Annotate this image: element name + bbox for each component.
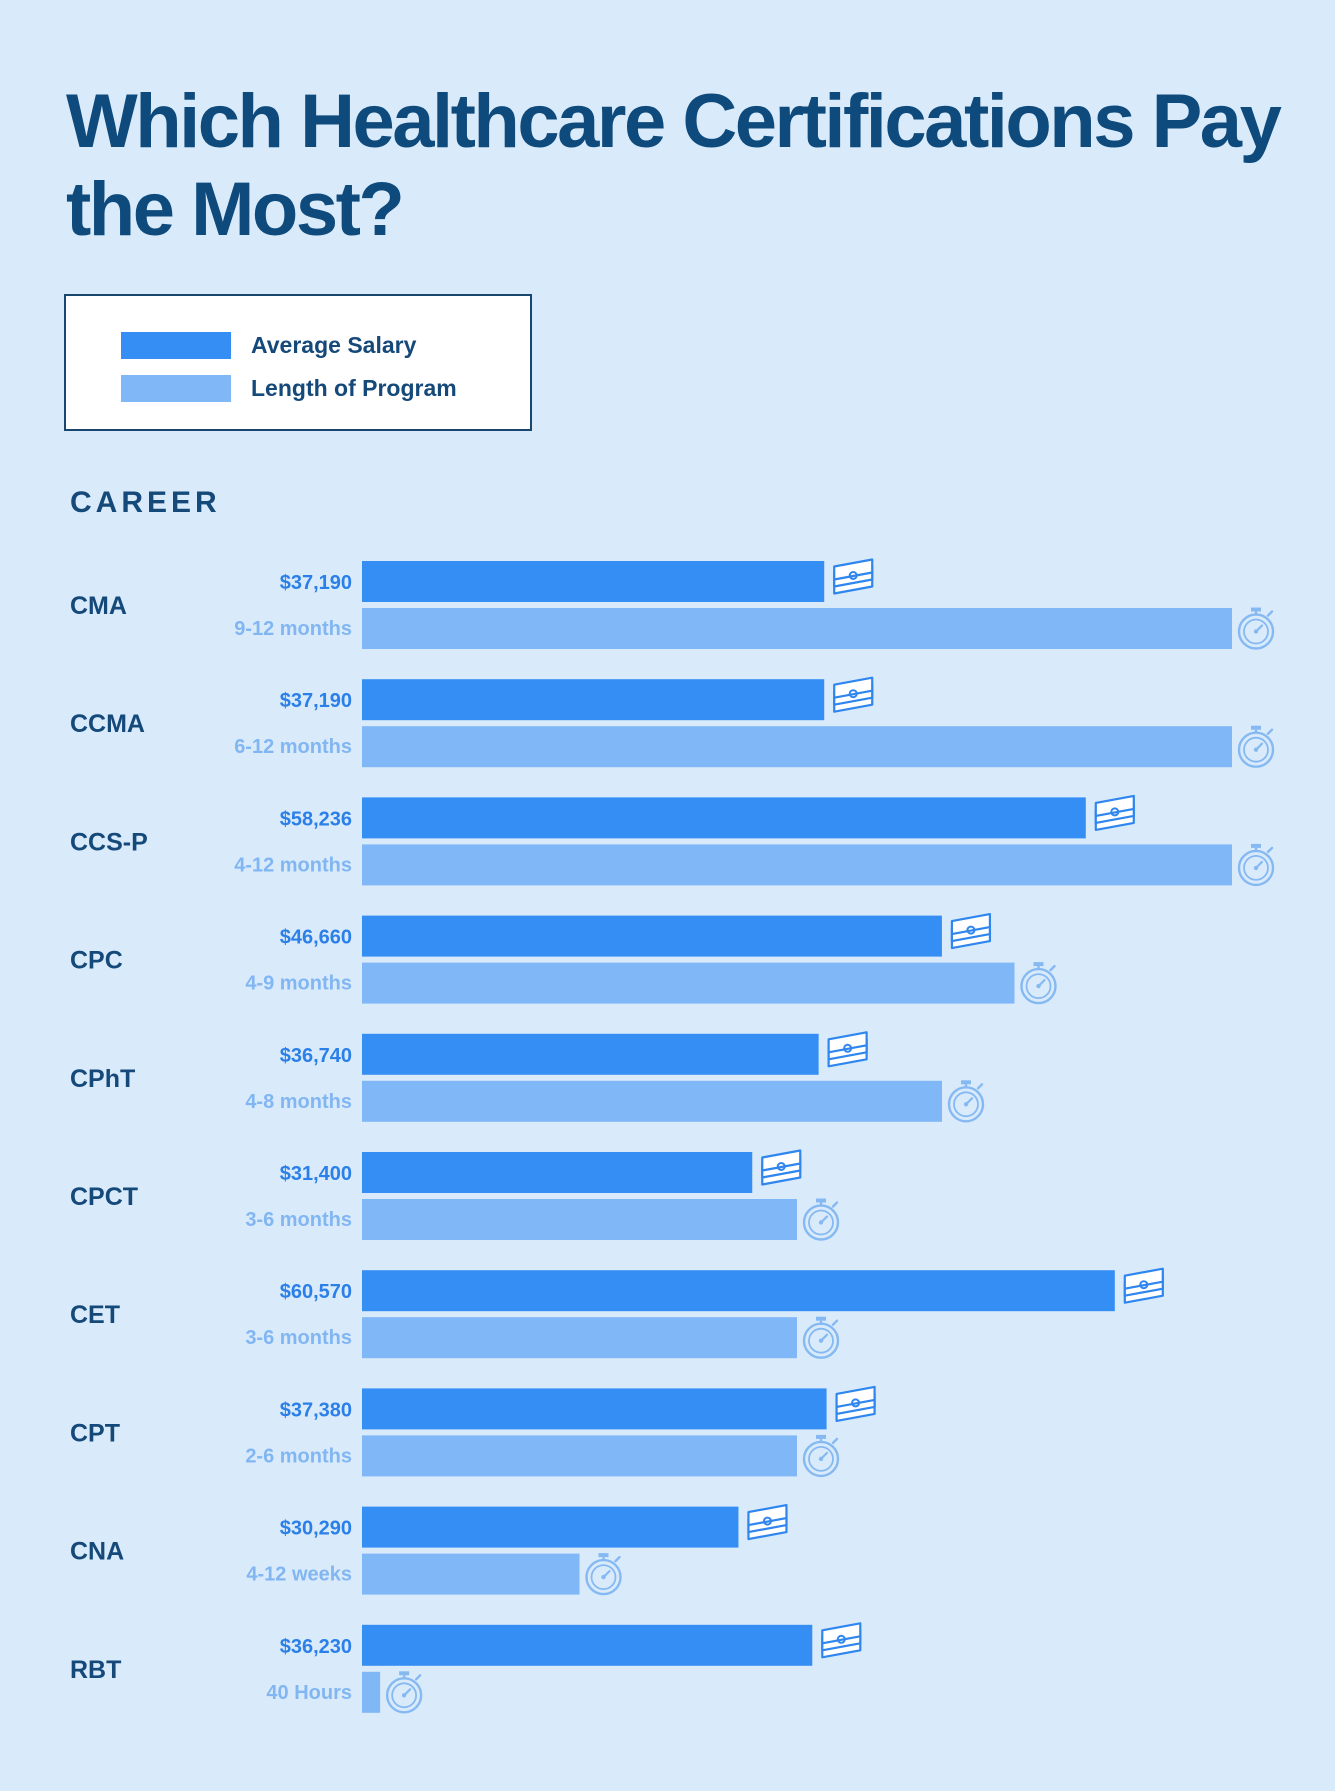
career-label: CPC <box>70 947 123 975</box>
career-label: CNA <box>70 1538 124 1566</box>
bar-chart: CMA $37,190 9-12 months CCMA $37,190 6-12 mon… <box>70 558 1275 1714</box>
career-row: CET $60,570 3-6 months <box>70 1267 1164 1359</box>
career-row: CMA $37,190 9-12 months <box>70 558 1275 650</box>
career-label: CET <box>70 1301 120 1329</box>
salary-bar <box>362 1624 813 1666</box>
length-value-label: 4-8 months <box>245 1091 352 1113</box>
section-label-career: CAREER <box>70 486 221 519</box>
legend-label-length: Length of Program <box>251 375 457 401</box>
career-label: CCS-P <box>70 828 148 856</box>
length-value-label: 40 Hours <box>266 1682 352 1704</box>
salary-value-label: $30,290 <box>280 1518 352 1540</box>
salary-value-label: $31,400 <box>280 1163 352 1185</box>
stopwatch-icon <box>802 1198 840 1241</box>
career-label: CPhT <box>70 1065 135 1093</box>
legend: Average Salary Length of Program <box>64 294 532 431</box>
legend-item-salary: Average Salary <box>121 332 416 359</box>
stopwatch-icon <box>1020 962 1057 1005</box>
length-bar <box>362 1553 580 1595</box>
salary-bar <box>362 1270 1115 1312</box>
salary-bar <box>362 797 1086 839</box>
stopwatch-icon <box>947 1080 985 1123</box>
salary-bar <box>362 561 825 602</box>
career-row: CCMA $37,190 6-12 months <box>70 676 1275 768</box>
length-bar <box>362 1317 797 1359</box>
length-value-label: 9-12 months <box>234 618 352 640</box>
length-bar <box>362 1435 797 1477</box>
stopwatch-icon <box>385 1671 423 1714</box>
salary-bar <box>362 1152 753 1193</box>
money-stack-icon <box>950 913 992 950</box>
stopwatch-icon <box>802 1434 840 1478</box>
salary-value-label: $36,230 <box>280 1636 352 1658</box>
length-bar <box>362 1080 942 1122</box>
length-value-label: 4-12 weeks <box>246 1564 352 1586</box>
career-row: CPC $46,660 4-9 months <box>70 913 1057 1005</box>
career-row: CPCT $31,400 3-6 months <box>70 1149 840 1241</box>
chart-title: Which Healthcare Certifications Pay the … <box>66 79 1282 252</box>
career-row: CNA $30,290 4-12 weeks <box>70 1504 788 1596</box>
stopwatch-icon <box>1237 607 1275 650</box>
legend-swatch-length <box>121 375 231 402</box>
length-value-label: 4-9 months <box>245 973 352 995</box>
money-stack-icon <box>833 558 874 595</box>
money-stack-icon <box>833 676 874 713</box>
length-value-label: 6-12 months <box>234 736 352 758</box>
money-stack-icon <box>827 1031 868 1068</box>
stopwatch-icon <box>1237 725 1275 768</box>
salary-bar <box>362 915 942 957</box>
career-label: CPT <box>70 1419 120 1447</box>
legend-item-length: Length of Program <box>121 375 457 402</box>
length-bar <box>362 1671 381 1713</box>
career-label: CCMA <box>70 710 145 738</box>
money-stack-icon <box>1094 794 1135 831</box>
salary-bar <box>362 1388 827 1430</box>
money-stack-icon <box>1123 1267 1164 1304</box>
length-bar <box>362 962 1015 1004</box>
salary-value-label: $37,190 <box>280 572 352 594</box>
length-bar <box>362 1199 797 1240</box>
salary-value-label: $36,740 <box>280 1045 352 1067</box>
salary-bar <box>362 1506 739 1548</box>
stopwatch-icon <box>1237 843 1275 887</box>
length-value-label: 4-12 months <box>234 854 352 876</box>
money-stack-icon <box>761 1149 802 1186</box>
career-row: RBT $36,230 40 Hours <box>70 1622 862 1714</box>
money-stack-icon <box>821 1622 862 1659</box>
length-bar <box>362 726 1232 768</box>
salary-value-label: $58,236 <box>280 808 352 830</box>
salary-value-label: $37,380 <box>280 1399 352 1421</box>
salary-bar <box>362 1033 819 1075</box>
legend-swatch-salary <box>121 332 231 359</box>
career-label: CMA <box>70 592 127 620</box>
salary-value-label: $37,190 <box>280 690 352 712</box>
length-bar <box>362 844 1232 886</box>
career-label: RBT <box>70 1656 121 1684</box>
career-row: CPhT $36,740 4-8 months <box>70 1031 985 1123</box>
stopwatch-icon <box>585 1553 622 1596</box>
length-value-label: 3-6 months <box>245 1327 352 1349</box>
career-row: CCS-P $58,236 4-12 months <box>70 794 1275 887</box>
money-stack-icon <box>747 1504 788 1541</box>
length-value-label: 2-6 months <box>245 1445 352 1467</box>
salary-value-label: $60,570 <box>280 1281 352 1303</box>
length-bar <box>362 608 1232 649</box>
money-stack-icon <box>835 1385 876 1422</box>
salary-value-label: $46,660 <box>280 927 352 949</box>
salary-bar <box>362 679 825 721</box>
career-label: CPCT <box>70 1183 138 1211</box>
length-value-label: 3-6 months <box>245 1209 352 1231</box>
legend-label-salary: Average Salary <box>251 332 417 358</box>
career-row: CPT $37,380 2-6 months <box>70 1385 876 1478</box>
stopwatch-icon <box>802 1316 840 1359</box>
